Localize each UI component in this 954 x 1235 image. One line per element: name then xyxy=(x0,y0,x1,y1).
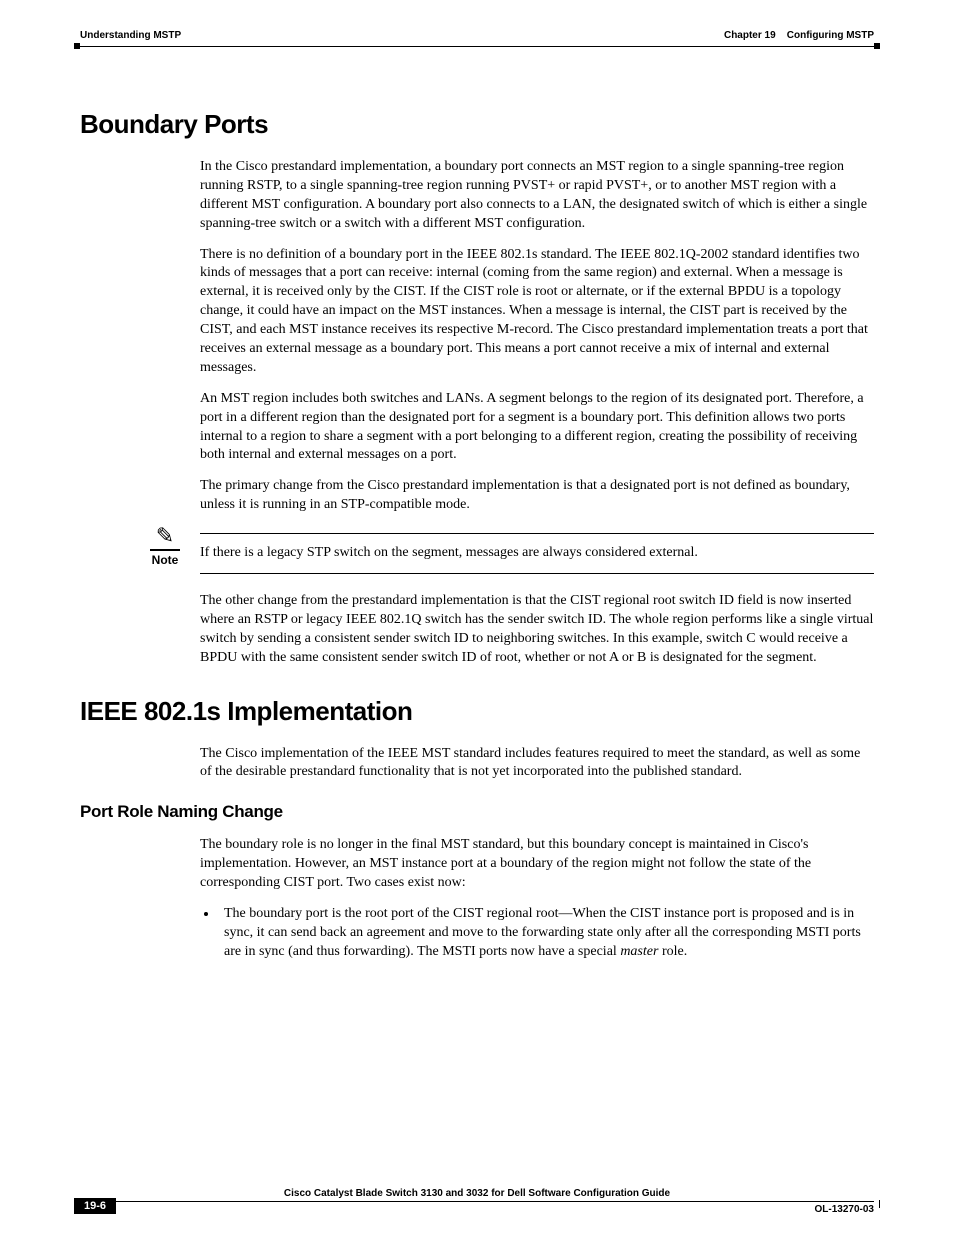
bp-para-1: In the Cisco prestandard implementation,… xyxy=(200,158,874,234)
bp-para-3: An MST region includes both switches and… xyxy=(200,390,874,466)
heading-boundary-ports: Boundary Ports xyxy=(80,109,874,140)
page-number-tab: 19-6 xyxy=(74,1198,116,1214)
bp-para-5: The other change from the prestandard im… xyxy=(200,592,874,668)
pr-bullet-list: The boundary port is the root port of th… xyxy=(200,905,874,962)
header-left-crumb: Understanding MSTP xyxy=(80,30,181,41)
heading-port-role: Port Role Naming Change xyxy=(80,802,874,822)
boundary-ports-body: In the Cisco prestandard implementation,… xyxy=(200,158,874,515)
pr-bullet-1-em: master xyxy=(620,944,658,959)
pr-bullet-1-post: role. xyxy=(658,944,687,959)
port-role-body: The boundary role is no longer in the fi… xyxy=(200,836,874,961)
ieee-impl-body: The Cisco implementation of the IEEE MST… xyxy=(200,745,874,783)
header-rule xyxy=(80,43,874,49)
bp-para-2: There is no definition of a boundary por… xyxy=(200,246,874,378)
ieee-para-1: The Cisco implementation of the IEEE MST… xyxy=(200,745,874,783)
footer-rule: 19-6 OL-13270-03 xyxy=(80,1201,874,1215)
pr-bullet-1-pre: The boundary port is the root port of th… xyxy=(224,906,861,959)
header-right: Chapter 19 Configuring MSTP xyxy=(724,30,874,41)
page-footer: Cisco Catalyst Blade Switch 3130 and 303… xyxy=(80,1188,874,1215)
boundary-ports-body-2: The other change from the prestandard im… xyxy=(200,592,874,668)
heading-ieee-impl: IEEE 802.1s Implementation xyxy=(80,696,874,727)
chapter-label: Chapter 19 xyxy=(724,30,776,41)
doc-id: OL-13270-03 xyxy=(815,1204,874,1215)
running-header: Understanding MSTP Chapter 19 Configurin… xyxy=(80,30,874,41)
note-label: Note xyxy=(150,553,180,567)
note-text: If there is a legacy STP switch on the s… xyxy=(200,533,874,574)
bp-para-4: The primary change from the Cisco presta… xyxy=(200,477,874,515)
footer-book-title: Cisco Catalyst Blade Switch 3130 and 303… xyxy=(80,1188,874,1199)
page-container: Understanding MSTP Chapter 19 Configurin… xyxy=(80,30,874,1205)
note-block: ✎ Note If there is a legacy STP switch o… xyxy=(200,533,874,574)
pr-bullet-1: The boundary port is the root port of th… xyxy=(218,905,874,962)
pencil-icon: ✎ xyxy=(150,525,180,551)
chapter-title: Configuring MSTP xyxy=(787,30,874,41)
pr-para-1: The boundary role is no longer in the fi… xyxy=(200,836,874,893)
note-icon: ✎ Note xyxy=(150,525,180,567)
